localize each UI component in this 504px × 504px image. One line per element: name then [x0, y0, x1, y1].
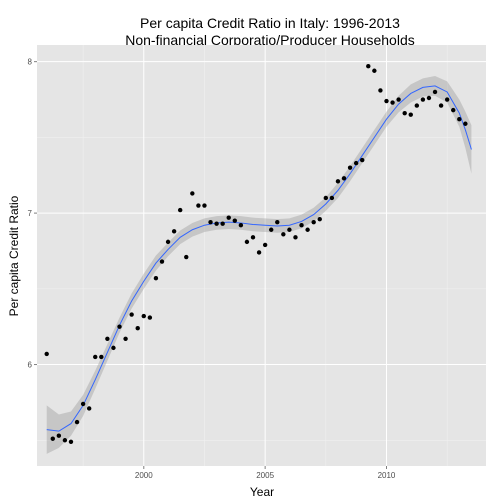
data-point [232, 218, 238, 223]
data-point [262, 242, 268, 248]
data-point [390, 100, 395, 105]
data-point [317, 216, 322, 222]
data-point [457, 117, 462, 122]
data-point [177, 207, 183, 213]
data-point [190, 191, 195, 196]
data-point [463, 121, 468, 126]
data-point [353, 160, 359, 166]
data-points [44, 64, 468, 444]
x-tick-label: 2010 [378, 471, 396, 480]
data-point [129, 312, 134, 317]
data-point [335, 179, 341, 184]
data-point [250, 235, 256, 240]
x-axis: 2000 2005 2010 [135, 466, 396, 480]
data-point [159, 259, 165, 264]
data-point [426, 95, 432, 101]
data-point [196, 203, 201, 208]
data-point [311, 219, 316, 225]
data-point [171, 229, 177, 234]
data-point [62, 438, 68, 443]
data-point [214, 221, 219, 226]
y-axis-label: Per capita Credit Ratio [7, 195, 21, 316]
data-point [432, 89, 438, 95]
data-point [256, 250, 262, 255]
data-point [305, 227, 310, 232]
data-point [269, 227, 274, 232]
data-point [80, 401, 86, 407]
y-axis: 6 7 8 [28, 58, 37, 370]
data-point [444, 97, 450, 102]
x-tick-label: 2005 [256, 471, 274, 480]
data-point [208, 219, 213, 225]
data-point [74, 419, 80, 425]
data-point [329, 195, 335, 201]
data-point [408, 112, 413, 117]
data-point [402, 110, 407, 116]
data-point [220, 221, 225, 226]
data-point [153, 276, 159, 281]
data-point [244, 239, 250, 245]
data-point [68, 439, 74, 444]
data-point [56, 433, 62, 438]
data-point [44, 351, 49, 357]
data-point [202, 203, 207, 208]
data-point [341, 176, 347, 181]
data-point [396, 97, 401, 102]
y-tick-label: 8 [28, 58, 33, 67]
data-point [86, 406, 92, 411]
data-point [293, 235, 298, 240]
major-gridlines [37, 45, 486, 466]
data-point [384, 98, 389, 104]
data-point [287, 227, 292, 232]
data-point [111, 345, 116, 351]
data-point [50, 436, 55, 441]
data-point [93, 354, 98, 360]
data-point [99, 354, 104, 360]
data-point [323, 195, 329, 201]
chart-title-line2: Non-financial Corporatio/Producer Househ… [125, 32, 415, 48]
data-point [184, 254, 189, 260]
data-point [420, 97, 426, 102]
data-point [117, 324, 122, 329]
data-point [360, 157, 365, 163]
x-tick-label: 2000 [135, 471, 153, 480]
data-point [299, 223, 304, 228]
chart-title-line1: Per capita Credit Ratio in Italy: 1996-2… [140, 15, 400, 31]
data-point [378, 88, 383, 93]
data-point [438, 103, 444, 108]
data-point [238, 223, 244, 228]
data-point [451, 107, 456, 113]
data-point [147, 315, 153, 320]
x-axis-label: Year [250, 485, 274, 499]
plot-panel [37, 45, 486, 466]
data-point [135, 325, 140, 331]
data-point [141, 313, 146, 319]
minor-gridlines [37, 45, 486, 466]
data-point [281, 232, 286, 237]
data-point [275, 219, 280, 225]
y-tick-label: 6 [28, 361, 33, 370]
data-point [347, 165, 353, 170]
data-point [105, 336, 110, 341]
data-point [226, 215, 231, 220]
data-point [165, 239, 171, 245]
data-point [414, 103, 420, 108]
data-point [366, 64, 371, 69]
data-point [123, 336, 128, 341]
y-tick-label: 7 [28, 209, 33, 218]
data-point [372, 68, 377, 73]
